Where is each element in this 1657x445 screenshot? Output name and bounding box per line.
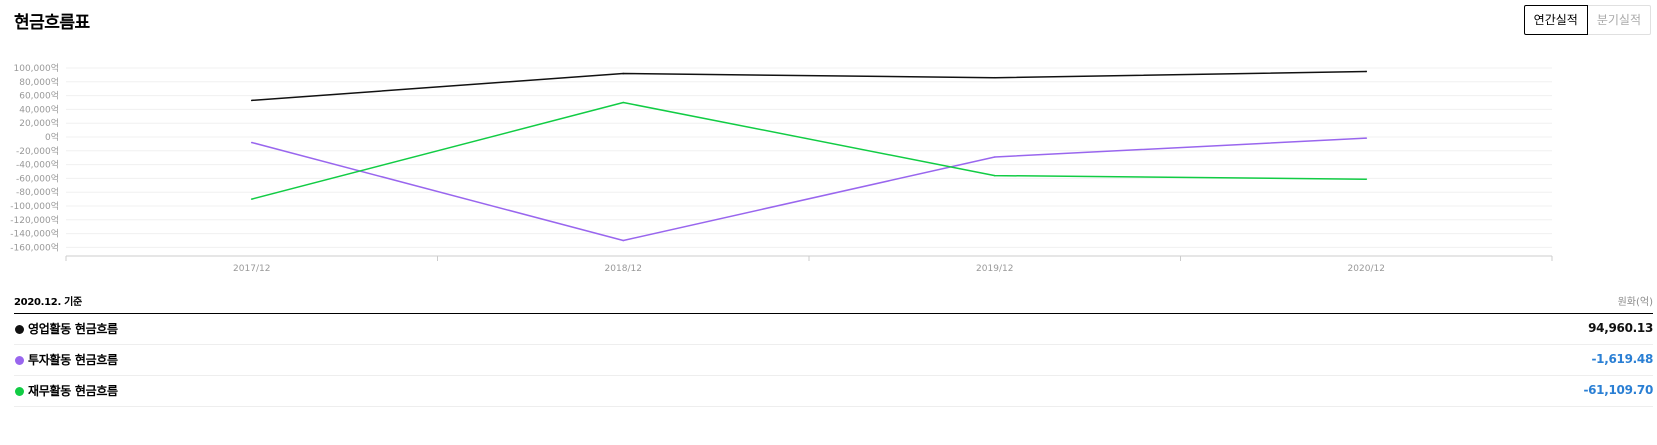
y-tick-label: -60,000억 [16, 172, 59, 184]
data-point[interactable] [1365, 137, 1368, 139]
operating-legend-dot [15, 325, 24, 334]
x-tick-label: 2020/12 [1348, 264, 1385, 274]
y-tick-label: 20,000억 [19, 117, 59, 129]
financing-label: 재무활동 현금흐름 [28, 384, 118, 398]
y-tick-label: 60,000억 [19, 90, 59, 102]
y-tick-label: -120,000억 [10, 214, 59, 226]
summary-row-financing: 재무활동 현금흐름 -61,109.70 [14, 376, 1653, 407]
operating-value: 94,960.13 [1588, 321, 1653, 335]
data-point[interactable] [622, 72, 625, 75]
data-point[interactable] [1365, 178, 1368, 180]
y-tick-label: 40,000억 [19, 103, 59, 115]
data-point[interactable] [250, 99, 253, 102]
summary-row-operating: 영업활동 현금흐름 94,960.13 [14, 314, 1653, 345]
financing-value: -61,109.70 [1583, 383, 1653, 397]
y-tick-label: -80,000억 [16, 186, 59, 198]
summary-header: 2020.12. 기준 원화(억) [14, 293, 1653, 314]
x-tick-label: 2018/12 [605, 264, 642, 274]
y-tick-label: 100,000억 [14, 62, 60, 74]
series-line-1[interactable] [251, 137, 1367, 242]
y-tick-label: 80,000억 [19, 76, 59, 88]
data-point[interactable] [622, 101, 625, 104]
period-toggle: 연간실적 분기실적 [1523, 5, 1651, 35]
y-tick-label: -100,000억 [10, 200, 59, 212]
operating-label: 영업활동 현금흐름 [28, 322, 118, 336]
series-line-0[interactable] [251, 70, 1367, 102]
data-point[interactable] [1365, 70, 1368, 73]
x-tick-label: 2019/12 [976, 264, 1013, 274]
investing-value: -1,619.48 [1591, 352, 1654, 366]
data-point[interactable] [250, 198, 253, 200]
y-tick-label: -160,000억 [10, 241, 59, 253]
page-title: 현금흐름표 [14, 13, 90, 33]
data-point[interactable] [993, 156, 996, 158]
summary-table: 영업활동 현금흐름 94,960.13 투자활동 현금흐름 -1,619.48 … [14, 314, 1653, 407]
base-date-label: 2020.12. 기준 [14, 297, 82, 308]
data-point[interactable] [993, 76, 996, 79]
quarterly-tab-button[interactable]: 분기실적 [1587, 5, 1651, 35]
annual-tab-button[interactable]: 연간실적 [1523, 5, 1588, 35]
data-point[interactable] [993, 174, 996, 177]
y-tick-label: -40,000억 [16, 159, 59, 171]
data-point[interactable] [250, 141, 253, 144]
data-point[interactable] [622, 239, 625, 242]
y-tick-label: -140,000억 [10, 228, 59, 240]
series-line-2[interactable] [251, 101, 1367, 200]
unit-label: 원화(억) [1617, 297, 1653, 308]
y-tick-label: 0억 [45, 131, 59, 143]
investing-label: 투자활동 현금흐름 [28, 353, 118, 367]
summary-row-investing: 투자활동 현금흐름 -1,619.48 [14, 345, 1653, 376]
investing-legend-dot [15, 356, 24, 365]
financing-legend-dot [15, 387, 24, 396]
y-tick-label: -20,000억 [16, 145, 59, 157]
x-tick-label: 2017/12 [233, 264, 270, 274]
